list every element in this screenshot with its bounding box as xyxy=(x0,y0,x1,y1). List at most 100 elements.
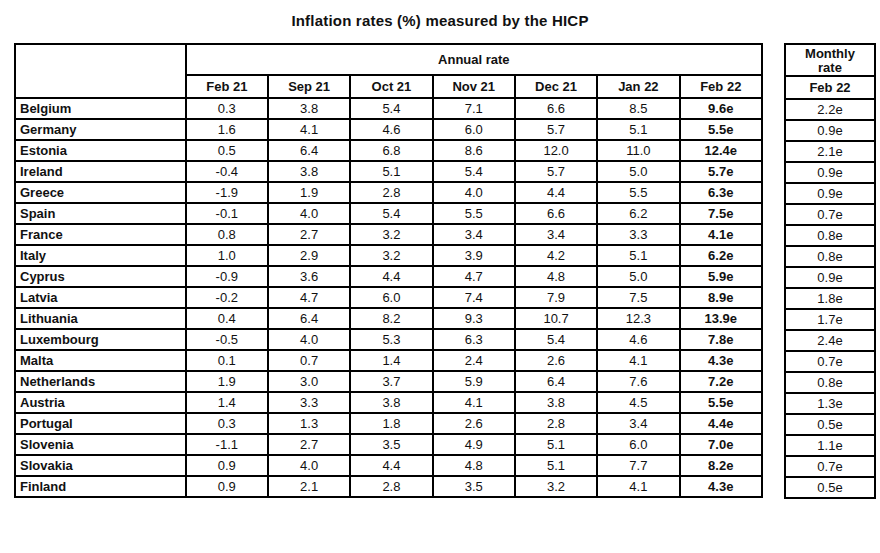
annual-value: 4.7 xyxy=(433,266,515,287)
annual-value: 13.9e xyxy=(680,308,762,329)
monthly-month-header: Feb 22 xyxy=(785,76,875,99)
table-row: Spain-0.14.05.45.56.66.27.5e xyxy=(15,203,762,224)
monthly-row: 0.7e xyxy=(785,456,875,477)
annual-value: 8.6 xyxy=(433,140,515,161)
annual-value: 4.6 xyxy=(350,119,432,140)
annual-value: 2.8 xyxy=(350,476,432,497)
month-header: Dec 21 xyxy=(515,75,597,98)
annual-value: 4.3e xyxy=(680,476,762,497)
annual-value: 6.2e xyxy=(680,245,762,266)
table-row: Latvia-0.24.76.07.47.97.58.9e xyxy=(15,287,762,308)
monthly-value: 0.5e xyxy=(785,477,875,498)
annual-value: 1.0 xyxy=(186,245,268,266)
table-row: Belgium0.33.85.47.16.68.59.6e xyxy=(15,98,762,119)
annual-value: 4.8 xyxy=(433,455,515,476)
annual-value: 7.1 xyxy=(433,98,515,119)
country-label: Luxembourg xyxy=(15,329,186,350)
monthly-value: 1.7e xyxy=(785,309,875,330)
annual-value: 5.9 xyxy=(433,371,515,392)
annual-value: 6.6 xyxy=(515,98,597,119)
annual-value: 7.0e xyxy=(680,434,762,455)
monthly-value: 0.7e xyxy=(785,456,875,477)
annual-value: -0.4 xyxy=(186,161,268,182)
annual-value: 3.6 xyxy=(268,266,350,287)
monthly-group-header-row: Monthly rate xyxy=(785,44,875,76)
annual-value: 5.4 xyxy=(350,203,432,224)
country-label: Estonia xyxy=(15,140,186,161)
month-header: Nov 21 xyxy=(433,75,515,98)
annual-value: 4.0 xyxy=(268,203,350,224)
annual-value: 6.0 xyxy=(433,119,515,140)
annual-value: 0.3 xyxy=(186,98,268,119)
annual-value: 3.8 xyxy=(515,392,597,413)
annual-value: 7.4 xyxy=(433,287,515,308)
monthly-rate-table: Monthly rate Feb 22 2.2e0.9e2.1e0.9e0.9e… xyxy=(784,43,876,499)
tables-container: Annual rate Feb 21Sep 21Oct 21Nov 21Dec … xyxy=(14,43,880,499)
annual-value: 12.3 xyxy=(597,308,679,329)
annual-value: 2.7 xyxy=(268,224,350,245)
country-label: Latvia xyxy=(15,287,186,308)
monthly-value: 0.8e xyxy=(785,372,875,393)
annual-value: 12.0 xyxy=(515,140,597,161)
annual-value: -1.1 xyxy=(186,434,268,455)
annual-value: 6.4 xyxy=(268,308,350,329)
monthly-row: 0.5e xyxy=(785,477,875,498)
country-label: Malta xyxy=(15,350,186,371)
annual-value: 4.1 xyxy=(268,119,350,140)
monthly-row: 0.9e xyxy=(785,162,875,183)
month-header: Jan 22 xyxy=(597,75,679,98)
country-label: France xyxy=(15,224,186,245)
annual-value: 3.7 xyxy=(350,371,432,392)
annual-value: 1.3 xyxy=(268,413,350,434)
annual-value: 7.5e xyxy=(680,203,762,224)
annual-value: -0.1 xyxy=(186,203,268,224)
monthly-row: 0.9e xyxy=(785,120,875,141)
inflation-table-page: Inflation rates (%) measured by the HICP… xyxy=(0,0,880,553)
monthly-value: 0.9e xyxy=(785,120,875,141)
annual-value: 4.3e xyxy=(680,350,762,371)
annual-value: 0.8 xyxy=(186,224,268,245)
annual-value: 4.8 xyxy=(515,266,597,287)
month-header: Feb 21 xyxy=(186,75,268,98)
monthly-row: 0.8e xyxy=(785,225,875,246)
annual-value: 4.4e xyxy=(680,413,762,434)
annual-value: 9.6e xyxy=(680,98,762,119)
annual-value: 2.6 xyxy=(515,350,597,371)
annual-value: 11.0 xyxy=(597,140,679,161)
annual-value: 5.4 xyxy=(433,161,515,182)
table-row: Netherlands1.93.03.75.96.47.67.2e xyxy=(15,371,762,392)
annual-value: 5.9e xyxy=(680,266,762,287)
monthly-row: 1.1e xyxy=(785,435,875,456)
annual-value: 10.7 xyxy=(515,308,597,329)
annual-value: 3.8 xyxy=(268,161,350,182)
annual-value: 5.7 xyxy=(515,119,597,140)
annual-value: 5.5e xyxy=(680,119,762,140)
annual-value: 0.9 xyxy=(186,455,268,476)
annual-value: 2.6 xyxy=(433,413,515,434)
annual-value: 0.5 xyxy=(186,140,268,161)
month-header: Feb 22 xyxy=(680,75,762,98)
monthly-value: 1.1e xyxy=(785,435,875,456)
annual-value: 6.6 xyxy=(515,203,597,224)
corner-cell xyxy=(15,44,186,98)
monthly-row: 1.3e xyxy=(785,393,875,414)
annual-value: 7.7 xyxy=(597,455,679,476)
annual-value: 5.1 xyxy=(597,245,679,266)
annual-value: 5.1 xyxy=(515,455,597,476)
annual-value: 7.9 xyxy=(515,287,597,308)
annual-value: 4.2 xyxy=(515,245,597,266)
annual-value: 3.4 xyxy=(597,413,679,434)
annual-value: 3.4 xyxy=(433,224,515,245)
annual-value: 5.4 xyxy=(515,329,597,350)
country-label: Italy xyxy=(15,245,186,266)
annual-value: 2.8 xyxy=(515,413,597,434)
monthly-row: 2.1e xyxy=(785,141,875,162)
country-label: Slovakia xyxy=(15,455,186,476)
annual-value: 4.4 xyxy=(350,455,432,476)
month-header: Oct 21 xyxy=(350,75,432,98)
annual-value: 1.9 xyxy=(268,182,350,203)
annual-value: 4.7 xyxy=(268,287,350,308)
annual-value: 8.2e xyxy=(680,455,762,476)
annual-value: 8.5 xyxy=(597,98,679,119)
monthly-row: 0.8e xyxy=(785,372,875,393)
